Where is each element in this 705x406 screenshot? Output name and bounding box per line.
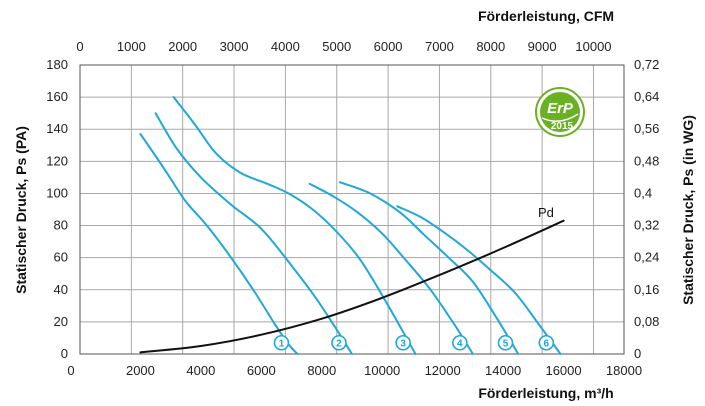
left-tick-label: 160 bbox=[46, 89, 68, 104]
left-tick-label: 80 bbox=[54, 218, 68, 233]
curve-marker-circle-1 bbox=[273, 334, 290, 351]
bottom-tick-label: 18000 bbox=[606, 363, 642, 378]
curve-marker-circle-2 bbox=[331, 334, 347, 351]
curve-marker-label-1: 1 bbox=[279, 338, 285, 349]
bottom-tick-label: 2000 bbox=[126, 363, 155, 378]
bottom-tick-label: 8000 bbox=[307, 363, 336, 378]
right-tick-label: 0,24 bbox=[634, 250, 659, 265]
left-axis-title: Statischer Druck, Ps (PA) bbox=[13, 126, 29, 294]
top-tick-label: 10000 bbox=[575, 39, 611, 54]
curve-marker-label-5: 5 bbox=[503, 338, 509, 349]
right-tick-label: 0 bbox=[634, 346, 641, 361]
right-axis-title: Statischer Druck, Ps (in WG) bbox=[680, 115, 696, 305]
top-tick-label: 7000 bbox=[425, 39, 454, 54]
left-tick-label: 60 bbox=[54, 250, 68, 265]
top-axis-title: Förderleistung, CFM bbox=[478, 8, 614, 24]
right-tick-label: 0,56 bbox=[634, 121, 659, 136]
bottom-tick-label: 0 bbox=[67, 363, 74, 378]
left-tick-label: 0 bbox=[61, 346, 68, 361]
top-tick-label: 8000 bbox=[476, 39, 505, 54]
bottom-tick-label: 14000 bbox=[485, 363, 521, 378]
curve-marker-circle-3 bbox=[395, 334, 411, 351]
bottom-tick-label: 4000 bbox=[186, 363, 215, 378]
curve-3 bbox=[172, 96, 417, 355]
right-tick-label: 0,16 bbox=[634, 282, 659, 297]
top-tick-label: 1000 bbox=[117, 39, 146, 54]
badge-fill bbox=[540, 92, 580, 132]
pd-series-label: Pd bbox=[538, 205, 554, 220]
curve-marker-label-2: 2 bbox=[336, 338, 342, 349]
curve-marker-label-6: 6 bbox=[544, 338, 550, 349]
bottom-tick-label: 12000 bbox=[425, 363, 461, 378]
top-tick-label: 3000 bbox=[220, 39, 249, 54]
top-tick-label: 5000 bbox=[322, 39, 351, 54]
tick-labels: 0 1000 2000 3000 4000 5000 6000 7000 8000 9000 100… bbox=[46, 39, 659, 378]
bottom-axis-title: Förderleistung, m³/h bbox=[478, 385, 613, 401]
bottom-tick-label: 6000 bbox=[247, 363, 276, 378]
right-tick-label: 0,32 bbox=[634, 218, 659, 233]
badge-swoosh bbox=[541, 113, 579, 122]
bottom-tick-label: 16000 bbox=[545, 363, 581, 378]
erp-2015-badge: ErP 2015 bbox=[535, 87, 585, 137]
top-tick-label: 6000 bbox=[374, 39, 403, 54]
grid bbox=[80, 65, 624, 354]
top-tick-label: 0 bbox=[76, 39, 83, 54]
curve-marker-label-3: 3 bbox=[400, 338, 406, 349]
curve-marker-circle-5 bbox=[497, 334, 514, 351]
badge-year-text: 2015 bbox=[551, 121, 574, 132]
right-tick-label: 0,4 bbox=[634, 185, 652, 200]
left-tick-label: 180 bbox=[46, 57, 68, 72]
right-tick-label: 0,64 bbox=[634, 89, 659, 104]
curve-2 bbox=[154, 112, 353, 355]
top-tick-label: 4000 bbox=[271, 39, 300, 54]
top-tick-label: 9000 bbox=[528, 39, 557, 54]
curve-5 bbox=[338, 181, 520, 355]
series-markers: 1 2 3 4 5 6 bbox=[273, 334, 555, 351]
badge-erp-text: ErP bbox=[547, 100, 574, 117]
curve-6 bbox=[396, 205, 562, 355]
left-tick-label: 100 bbox=[46, 185, 68, 200]
curve-marker-label-4: 4 bbox=[457, 338, 463, 349]
left-tick-label: 140 bbox=[46, 121, 68, 136]
left-tick-label: 120 bbox=[46, 153, 68, 168]
curve-marker-circle-6 bbox=[538, 334, 555, 351]
right-tick-label: 0,48 bbox=[634, 153, 659, 168]
right-tick-label: 0,08 bbox=[634, 314, 659, 329]
right-tick-label: 0,72 bbox=[634, 57, 659, 72]
curve-pd bbox=[139, 219, 565, 354]
curve-4 bbox=[308, 182, 474, 355]
curve-marker-circle-4 bbox=[452, 334, 468, 351]
top-tick-label: 2000 bbox=[168, 39, 197, 54]
left-tick-label: 40 bbox=[54, 282, 68, 297]
bottom-tick-label: 10000 bbox=[364, 363, 400, 378]
left-tick-label: 20 bbox=[54, 314, 68, 329]
